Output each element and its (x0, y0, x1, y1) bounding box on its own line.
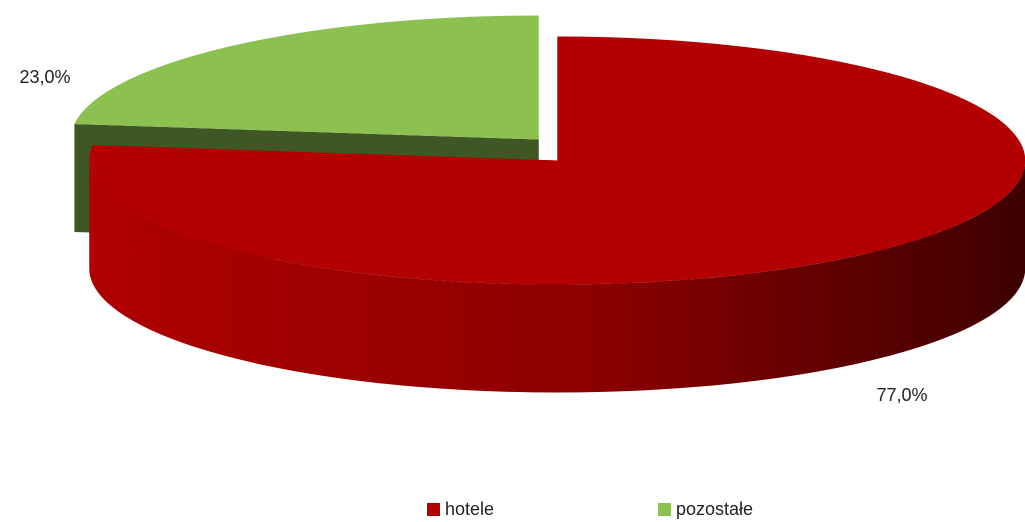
slice (74, 15, 539, 140)
data-label: 23,0% (19, 67, 70, 87)
legend-label: pozostałe (676, 499, 753, 519)
legend-label: hotele (445, 499, 494, 519)
slice (89, 36, 1025, 285)
data-label: 77,0% (876, 385, 927, 405)
legend-swatch (658, 503, 671, 516)
slice-side (89, 160, 1025, 393)
legend-swatch (427, 503, 440, 516)
